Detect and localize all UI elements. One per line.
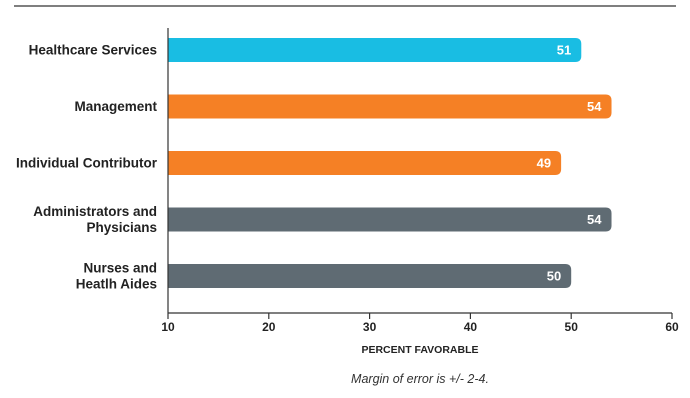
bar <box>168 207 612 232</box>
bar <box>168 264 572 288</box>
bar <box>168 94 612 119</box>
category-label: Healthcare Services <box>29 43 157 58</box>
category-label: Administrators and Physicians <box>33 204 157 235</box>
bar-value-label: 54 <box>587 99 602 114</box>
bar-group: 51 54 49 54 50 <box>168 38 612 288</box>
bar <box>168 151 562 175</box>
category-label: Nurses and Heatlh Aides <box>76 261 157 292</box>
bar-value-label: 49 <box>537 156 551 171</box>
x-axis-title: PERCENT FAVORABLE <box>361 344 478 356</box>
margin-of-error-note: Margin of error is +/- 2-4. <box>351 372 489 386</box>
category-labels: Healthcare Services Management Individual … <box>16 43 158 292</box>
x-tick-label: 40 <box>464 320 478 334</box>
x-tick-label: 20 <box>262 320 276 334</box>
x-tick-label: 60 <box>665 320 679 334</box>
bar <box>168 38 582 62</box>
x-tick-label: 10 <box>161 320 175 334</box>
bar-value-label: 50 <box>547 269 561 284</box>
category-label: Individual Contributor <box>16 156 158 171</box>
bar-value-label: 54 <box>587 212 602 227</box>
x-tick-label: 30 <box>363 320 377 334</box>
x-axis-ticks: 10 20 30 40 50 60 <box>161 313 679 334</box>
category-label: Management <box>74 99 157 114</box>
x-tick-label: 50 <box>565 320 579 334</box>
bar-value-label: 51 <box>557 43 571 58</box>
